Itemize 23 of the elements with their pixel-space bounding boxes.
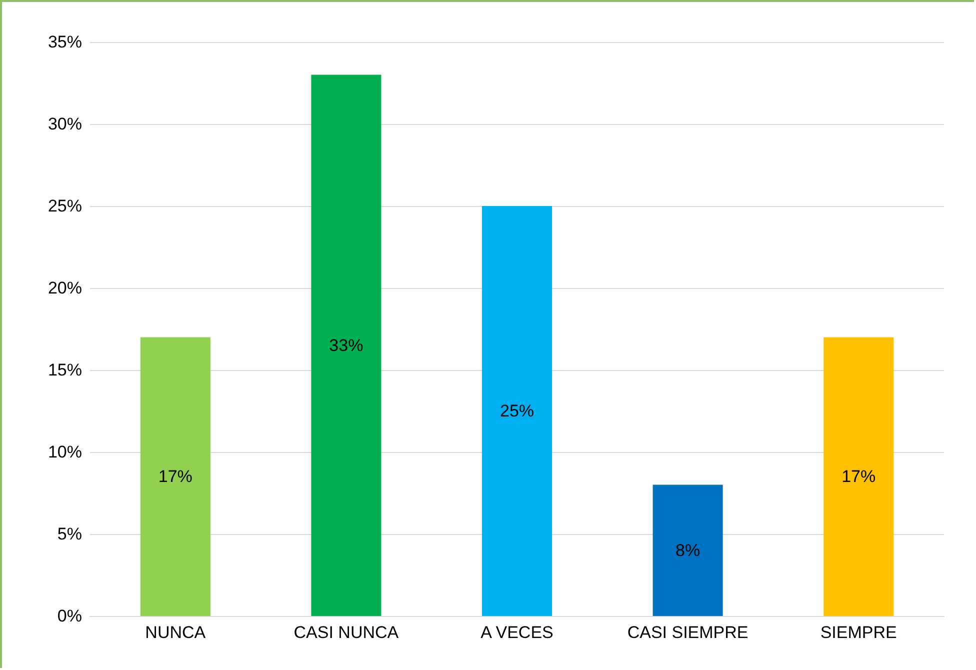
x-tick-label: CASI SIEMPRE bbox=[627, 623, 748, 642]
y-tick-label: 10% bbox=[48, 442, 82, 462]
data-label: 17% bbox=[158, 467, 192, 486]
y-tick-label: 15% bbox=[48, 360, 82, 380]
data-label: 8% bbox=[676, 540, 700, 560]
data-label: 33% bbox=[329, 336, 364, 355]
data-label: 17% bbox=[842, 467, 876, 486]
bar bbox=[140, 337, 210, 616]
bar bbox=[311, 74, 382, 616]
data-label: 25% bbox=[500, 402, 534, 420]
bar bbox=[482, 206, 552, 616]
y-tick-label: 35% bbox=[48, 32, 82, 52]
bar bbox=[652, 484, 723, 616]
y-tick-label: 30% bbox=[48, 114, 82, 134]
y-tick-label: 20% bbox=[48, 278, 82, 298]
x-tick-label: A VECES bbox=[480, 623, 554, 642]
x-tick-label: CASI NUNCA bbox=[294, 623, 400, 642]
bar bbox=[824, 337, 894, 616]
x-tick-label: NUNCA bbox=[145, 623, 206, 642]
x-tick-label: SIEMPRE bbox=[820, 623, 897, 642]
y-tick-label: 25% bbox=[48, 196, 82, 216]
y-tick-label: 0% bbox=[57, 606, 82, 626]
y-tick-label: 5% bbox=[57, 524, 82, 544]
